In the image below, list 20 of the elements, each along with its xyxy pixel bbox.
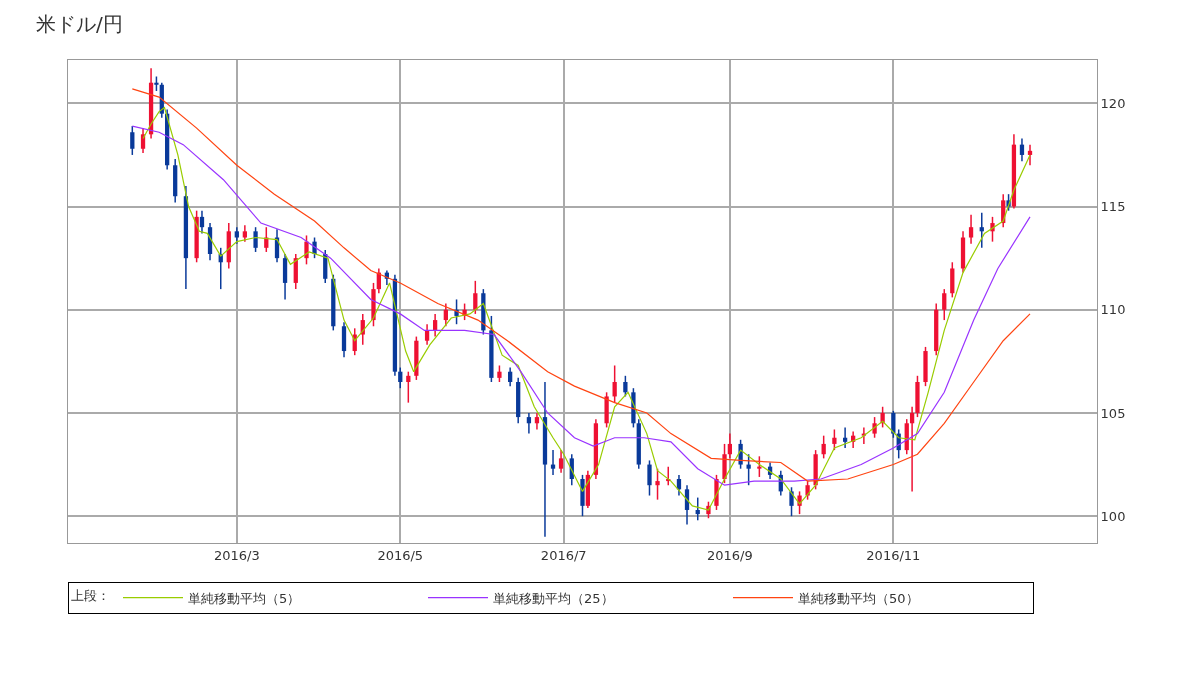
candlestick: [489, 315, 494, 383]
candlestick: [832, 428, 837, 451]
candlestick: [647, 459, 652, 497]
y-tick-label: 100: [1100, 508, 1126, 524]
y-tick-label: 105: [1100, 405, 1126, 421]
y-tick-label: 115: [1100, 199, 1126, 215]
legend-title: 上段：: [71, 587, 110, 603]
legend-label: 単純移動平均（25）: [493, 590, 614, 606]
candlestick: [915, 375, 920, 418]
y-tick-label: 110: [1100, 302, 1126, 318]
x-tick-label: 2016/11: [866, 547, 921, 563]
x-tick-label: 2016/7: [540, 547, 587, 563]
x-tick-label: 2016/5: [377, 547, 424, 563]
y-tick-label: 120: [1100, 95, 1126, 111]
x-tick-label: 2016/9: [707, 547, 753, 563]
legend-label: 単純移動平均（5）: [188, 590, 301, 606]
chart-title: 米ドル/円: [36, 12, 123, 37]
candlestick: [923, 346, 928, 387]
legend-label: 単純移動平均（50）: [798, 590, 919, 606]
x-tick-label: 2016/3: [213, 547, 260, 563]
